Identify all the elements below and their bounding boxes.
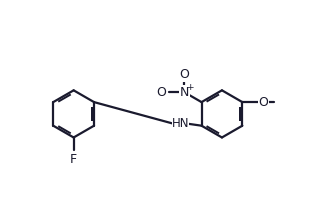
Text: N: N	[180, 86, 189, 99]
Text: F: F	[70, 153, 77, 166]
Text: O: O	[156, 86, 166, 99]
Text: +: +	[185, 83, 193, 92]
Text: ⁻: ⁻	[159, 86, 165, 96]
Text: O: O	[259, 96, 269, 109]
Text: HN: HN	[172, 117, 189, 130]
Text: O: O	[179, 68, 189, 81]
